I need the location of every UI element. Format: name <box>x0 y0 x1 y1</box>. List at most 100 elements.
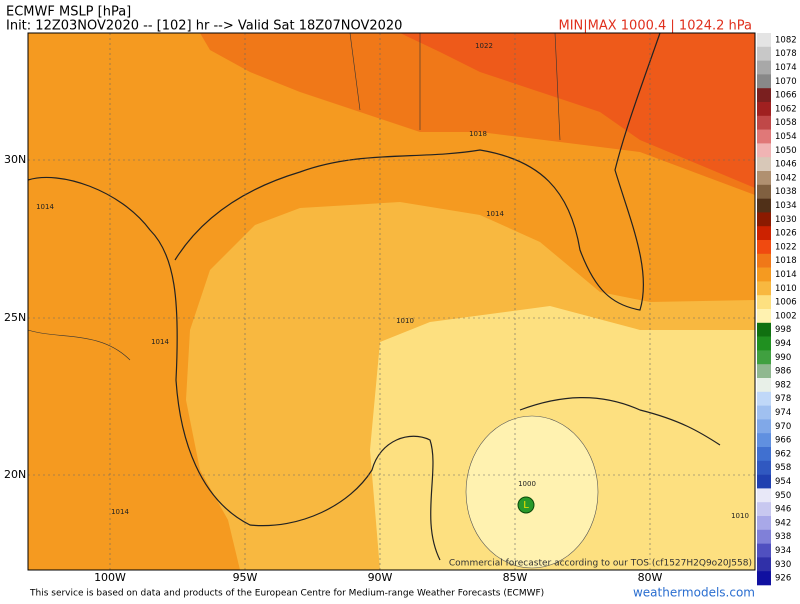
colorbar-swatch <box>757 88 771 103</box>
lon-label: 80W <box>638 571 663 584</box>
contour-label: 1014 <box>111 508 129 516</box>
colorbar-label: 1074 <box>775 63 797 73</box>
contour-label: 1010 <box>731 512 749 520</box>
contour-label: 1022 <box>475 42 493 50</box>
contour-label: 1014 <box>36 203 54 211</box>
colorbar-label: 926 <box>775 574 791 584</box>
colorbar-swatch <box>757 474 771 489</box>
colorbar-swatch <box>757 267 771 282</box>
coastline <box>27 32 721 561</box>
colorbar-label: 1050 <box>775 146 797 156</box>
colorbar-label: 998 <box>775 325 791 335</box>
low-marker <box>517 496 535 514</box>
colorbar-swatch <box>757 516 771 531</box>
lon-label: 95W <box>233 571 258 584</box>
colorbar-swatch <box>757 405 771 420</box>
footer-text: This service is based on data and produc… <box>29 589 544 599</box>
colorbar-swatch <box>757 419 771 434</box>
colorbar-label: 1058 <box>775 118 797 128</box>
colorbar-label: 1026 <box>775 229 797 239</box>
colorbar-swatch <box>757 157 771 172</box>
colorbar-label: 930 <box>775 560 791 570</box>
colorbar-swatch <box>757 378 771 393</box>
colorbar-swatch <box>757 212 771 227</box>
colorbar-label: 994 <box>775 339 791 349</box>
colorbar-label: 1018 <box>775 256 797 266</box>
contour-label: 1014 <box>151 338 169 346</box>
colorbar-label: 1046 <box>775 160 797 170</box>
colorbar-swatch <box>757 143 771 158</box>
colorbar-swatch <box>757 115 771 130</box>
colorbar-swatch <box>757 171 771 186</box>
graticule <box>28 33 755 570</box>
colorbar-swatch <box>757 460 771 475</box>
min-max: MIN|MAX 1000.4 | 1024.2 hPa <box>558 19 752 34</box>
colorbar-swatch <box>757 60 771 75</box>
colorbar-label: 982 <box>775 380 791 390</box>
colorbar-swatch <box>757 529 771 544</box>
region-1022 <box>400 33 755 188</box>
colorbar-label: 1038 <box>775 187 797 197</box>
colorbar-swatch <box>757 543 771 558</box>
borders <box>27 32 561 361</box>
lat-label: 20N <box>4 468 26 481</box>
colorbar-swatch <box>757 322 771 337</box>
contour-label: 1010 <box>396 317 414 325</box>
colorbar-swatch <box>757 226 771 241</box>
colorbar-label: 1082 <box>775 35 797 45</box>
map-frame <box>27 32 756 571</box>
colorbar-swatch <box>757 74 771 89</box>
colorbar-label: 934 <box>775 546 791 556</box>
colorbar-label: 990 <box>775 353 791 363</box>
colorbar-swatch <box>757 502 771 517</box>
map: L Commercial forecaster according to our… <box>27 32 756 571</box>
colorbar-label: 974 <box>775 408 791 418</box>
colorbar-label: 1054 <box>775 132 797 142</box>
colorbar-label: 1022 <box>775 242 797 252</box>
init-line: Init: 12Z03NOV2020 -- [102] hr --> Valid… <box>6 19 402 34</box>
colorbar-label: 958 <box>775 463 791 473</box>
contour-label: 1014 <box>486 210 504 218</box>
colorbar-swatch <box>757 102 771 117</box>
colorbar-swatch <box>757 350 771 365</box>
colorbar-label: 978 <box>775 394 791 404</box>
colorbar-swatch <box>757 253 771 268</box>
colorbar-label: 962 <box>775 449 791 459</box>
contour-label: 1018 <box>469 130 487 138</box>
colorbar-swatch <box>757 447 771 462</box>
colorbar-label: 950 <box>775 491 791 501</box>
title: ECMWF MSLP [hPa] <box>6 5 131 20</box>
colorbar-swatch <box>757 309 771 324</box>
colorbar-swatch <box>757 391 771 406</box>
colorbar-swatch <box>757 571 771 586</box>
lon-label: 90W <box>368 571 393 584</box>
contour-label: 1000 <box>518 480 536 488</box>
colorbar-label: 938 <box>775 532 791 542</box>
colorbar-swatch <box>757 129 771 144</box>
lon-label: 100W <box>94 571 126 584</box>
colorbar-label: 942 <box>775 518 791 528</box>
colorbar-label: 986 <box>775 367 791 377</box>
colorbar-swatch <box>757 240 771 255</box>
colorbar-label: 1042 <box>775 173 797 183</box>
colorbar-swatch <box>757 336 771 351</box>
colorbar-label: 946 <box>775 505 791 515</box>
notice: Commercial forecaster according to our T… <box>449 559 752 569</box>
colorbar-swatch <box>757 198 771 213</box>
colorbar-label: 1078 <box>775 49 797 59</box>
colorbar-label: 1002 <box>775 311 797 321</box>
lon-label: 85W <box>503 571 528 584</box>
low-label: L <box>523 500 529 511</box>
colorbar-label: 1010 <box>775 284 797 294</box>
colorbar-swatch <box>757 433 771 448</box>
colorbar-label: 954 <box>775 477 791 487</box>
colorbar-swatch <box>757 364 771 379</box>
colorbar-swatch <box>757 557 771 572</box>
colorbar-swatch <box>757 295 771 310</box>
colorbar-label: 1066 <box>775 91 797 101</box>
colorbar-swatch <box>757 46 771 61</box>
colorbar-label: 1062 <box>775 104 797 114</box>
colorbar-label: 970 <box>775 422 791 432</box>
site-link[interactable]: weathermodels.com <box>633 586 755 600</box>
